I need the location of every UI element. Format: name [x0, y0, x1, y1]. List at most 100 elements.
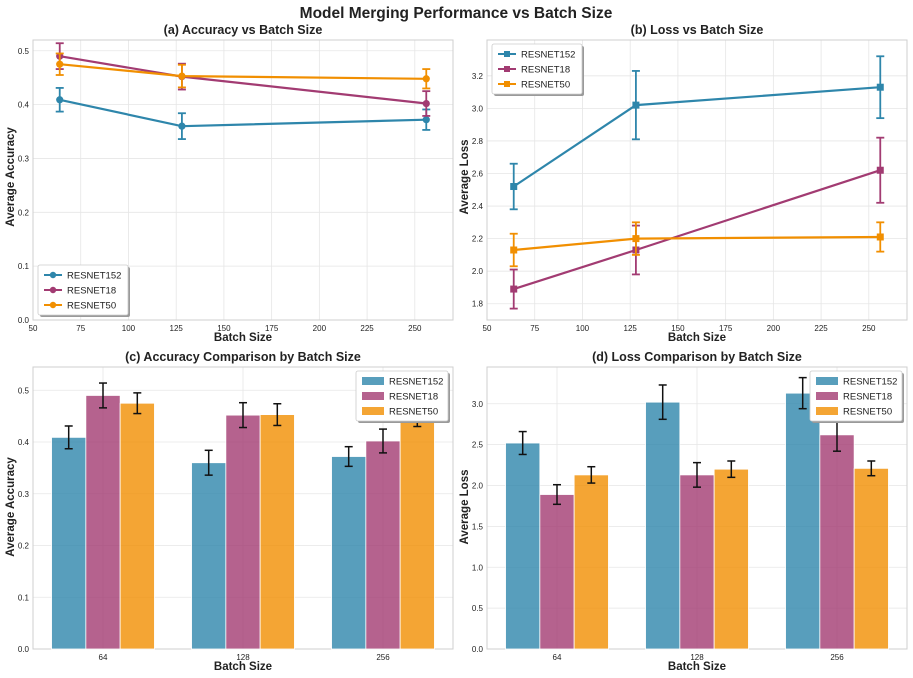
y-tick-label: 0.4	[18, 101, 30, 110]
y-tick-label: 0.2	[18, 542, 30, 551]
legend-swatch-resnet50	[362, 407, 384, 415]
panel-title: (d) Loss Comparison by Batch Size	[592, 350, 802, 364]
panel-title: (b) Loss vs Batch Size	[631, 23, 764, 37]
bar-resnet152	[331, 456, 367, 650]
bar-resnet18	[365, 440, 401, 650]
legend-swatch-resnet152	[362, 377, 384, 385]
legend-label-resnet50: RESNET50	[67, 301, 116, 312]
data-point-resnet50	[422, 75, 430, 83]
legend-label-resnet152: RESNET152	[521, 50, 575, 61]
legend-label-resnet18: RESNET18	[843, 392, 892, 403]
series-line-resnet152	[513, 86, 881, 188]
x-tick-label: 256	[830, 653, 844, 662]
legend-label-resnet50: RESNET50	[389, 407, 438, 418]
x-tick-label: 250	[862, 324, 876, 333]
y-tick-label: 2.4	[472, 202, 484, 211]
legend: RESNET152 RESNET18 RESNET50	[37, 264, 130, 317]
bar-resnet50	[399, 416, 435, 650]
data-point-resnet50	[56, 60, 64, 68]
y-tick-label: 2.6	[472, 169, 484, 178]
y-tick-label: 0.1	[18, 593, 30, 602]
bar-resnet50	[119, 402, 155, 650]
legend-swatch-resnet152	[816, 377, 838, 385]
x-tick-label: 75	[76, 324, 85, 333]
x-tick-label: 100	[122, 324, 136, 333]
x-tick-label: 150	[217, 324, 231, 333]
data-point-resnet18	[510, 285, 518, 293]
x-tick-label: 125	[624, 324, 638, 333]
legend-label-resnet152: RESNET152	[67, 271, 121, 282]
data-point-resnet152	[632, 101, 640, 109]
data-point-resnet50	[178, 72, 186, 80]
y-tick-label: 1.0	[472, 563, 484, 572]
x-axis-label: Batch Size	[668, 661, 726, 673]
bar-resnet50	[713, 468, 749, 650]
x-axis-label: Batch Size	[668, 332, 726, 344]
y-tick-label: 0.4	[18, 438, 30, 447]
x-tick-label: 200	[313, 324, 327, 333]
y-tick-label: 0.1	[18, 262, 30, 271]
bar-resnet152	[505, 442, 541, 650]
series-line-resnet18	[59, 55, 427, 105]
y-tick-label: 0.0	[472, 645, 484, 654]
panel-title: (c) Accuracy Comparison by Batch Size	[125, 350, 361, 364]
y-axis-label: Average Accuracy	[5, 457, 17, 557]
plot-frame	[486, 39, 908, 321]
data-point-resnet50	[876, 233, 884, 241]
y-tick-label: 2.5	[472, 441, 484, 450]
data-point-resnet152	[876, 83, 884, 91]
y-tick-label: 0.3	[18, 154, 30, 163]
y-tick-label: 2.0	[472, 482, 484, 491]
panel-loss-line: (b) Loss vs Batch Size Batch Size Averag…	[459, 23, 908, 344]
y-tick-label: 0.0	[18, 645, 30, 654]
x-tick-label: 64	[99, 653, 108, 662]
y-tick-label: 0.0	[18, 316, 30, 325]
bar-resnet152	[191, 462, 227, 650]
x-axis-label: Batch Size	[214, 661, 272, 673]
bar-resnet152	[51, 436, 87, 650]
y-tick-label: 0.5	[472, 604, 484, 613]
y-tick-label: 0.5	[18, 47, 30, 56]
legend-label-resnet152: RESNET152	[389, 377, 443, 388]
legend-label-resnet50: RESNET50	[843, 407, 892, 418]
y-tick-label: 3.0	[472, 104, 484, 113]
bar-resnet152	[645, 401, 681, 650]
legend-swatch-resnet18	[816, 392, 838, 400]
y-tick-label: 2.2	[472, 235, 484, 244]
x-tick-label: 50	[483, 324, 492, 333]
x-tick-label: 64	[553, 653, 562, 662]
panel-accuracy-bars: (c) Accuracy Comparison by Batch Size Ba…	[5, 350, 454, 673]
bar-resnet18	[225, 414, 261, 650]
y-tick-label: 3.0	[472, 400, 484, 409]
y-tick-label: 1.5	[472, 522, 484, 531]
y-axis-label: Average Accuracy	[5, 127, 17, 227]
legend-label-resnet18: RESNET18	[67, 286, 116, 297]
legend-marker-resnet50	[49, 301, 57, 309]
bar-resnet50	[259, 414, 295, 650]
panel-loss-bars: (d) Loss Comparison by Batch Size Batch …	[459, 350, 908, 673]
bar-resnet18	[819, 434, 855, 650]
data-point-resnet50	[632, 235, 640, 243]
legend-marker-resnet152	[49, 271, 57, 279]
legend-swatch-resnet18	[362, 392, 384, 400]
x-tick-label: 175	[719, 324, 733, 333]
x-tick-label: 250	[408, 324, 422, 333]
panel-accuracy-line: (a) Accuracy vs Batch Size Batch Size Av…	[5, 23, 454, 344]
data-point-resnet152	[56, 96, 64, 104]
y-tick-label: 1.8	[472, 300, 484, 309]
data-point-resnet18	[422, 99, 430, 108]
y-axis-label: Average Loss	[459, 470, 471, 545]
x-tick-label: 225	[360, 324, 374, 333]
legend-box	[491, 43, 583, 95]
legend-marker-resnet152	[504, 51, 510, 57]
data-point-resnet152	[422, 116, 430, 124]
bar-resnet18	[85, 395, 121, 650]
legend: RESNET152 RESNET18 RESNET50	[809, 370, 904, 423]
bar-resnet18	[679, 474, 715, 650]
bar-resnet50	[853, 467, 889, 650]
data-point-resnet152	[510, 183, 518, 191]
legend-marker-resnet18	[504, 66, 510, 72]
x-tick-label: 50	[29, 324, 38, 333]
x-axis-label: Batch Size	[214, 332, 272, 344]
